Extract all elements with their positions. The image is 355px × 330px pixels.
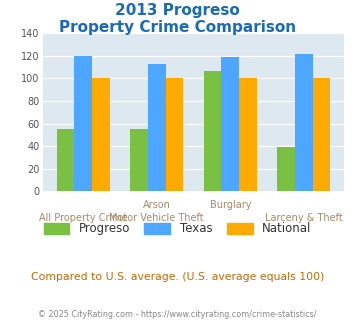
Text: Larceny & Theft: Larceny & Theft xyxy=(265,213,343,223)
Bar xyxy=(295,54,313,191)
Bar xyxy=(130,129,148,191)
Bar xyxy=(165,78,183,191)
Text: Burglary: Burglary xyxy=(209,200,251,210)
Legend: Progreso, Texas, National: Progreso, Texas, National xyxy=(39,217,316,240)
Text: Motor Vehicle Theft: Motor Vehicle Theft xyxy=(109,213,204,223)
Bar xyxy=(222,57,239,191)
Bar xyxy=(239,78,257,191)
Bar xyxy=(92,78,110,191)
Bar xyxy=(148,64,165,191)
Text: Arson: Arson xyxy=(143,200,171,210)
Bar xyxy=(56,129,74,191)
Text: Property Crime Comparison: Property Crime Comparison xyxy=(59,20,296,35)
Text: All Property Crime: All Property Crime xyxy=(39,213,127,223)
Text: © 2025 CityRating.com - https://www.cityrating.com/crime-statistics/: © 2025 CityRating.com - https://www.city… xyxy=(38,310,317,319)
Text: Compared to U.S. average. (U.S. average equals 100): Compared to U.S. average. (U.S. average … xyxy=(31,272,324,282)
Bar xyxy=(204,72,222,191)
Bar xyxy=(277,147,295,191)
Bar xyxy=(74,56,92,191)
Text: 2013 Progreso: 2013 Progreso xyxy=(115,3,240,18)
Bar xyxy=(313,78,331,191)
